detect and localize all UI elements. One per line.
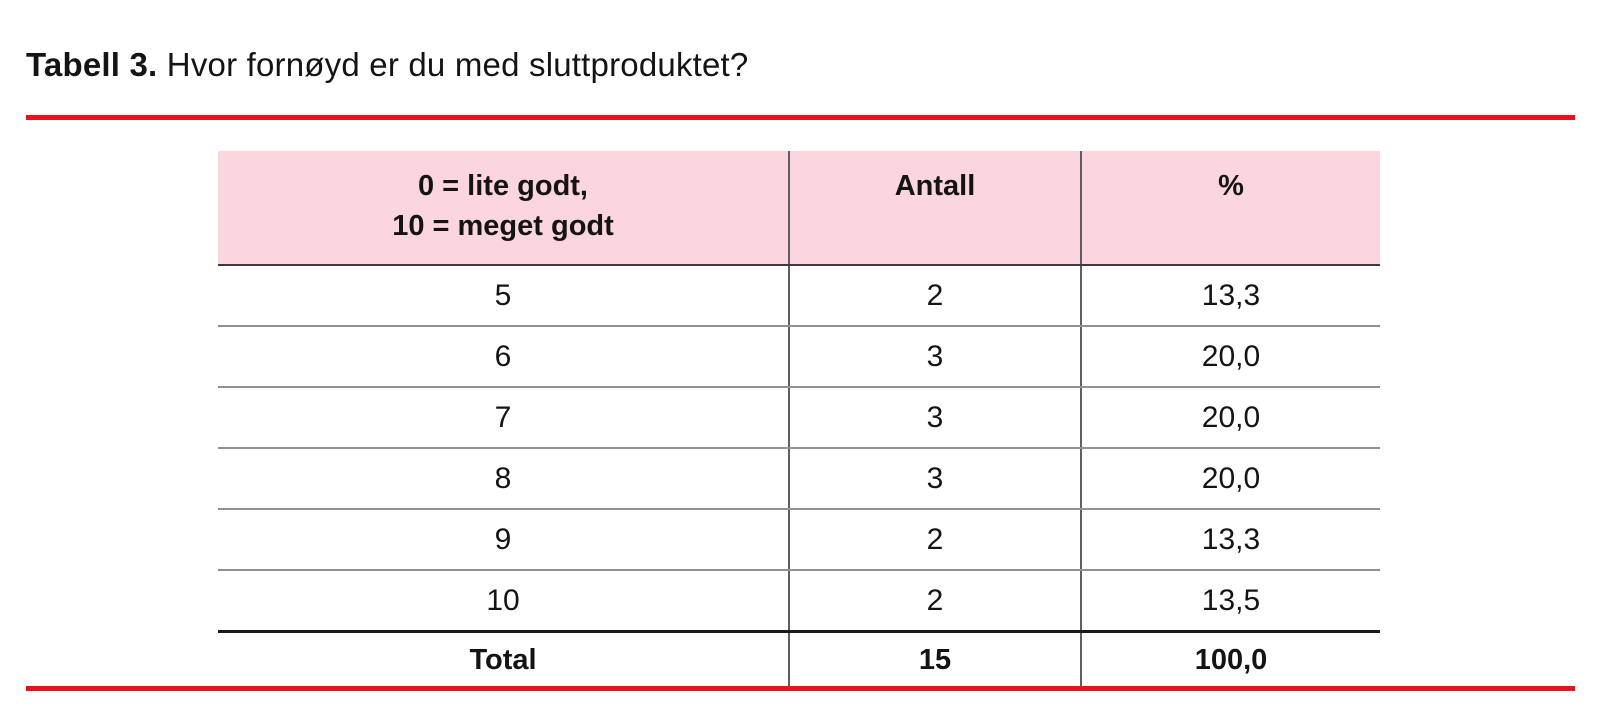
header-scale-line1: 0 = lite godt,	[418, 170, 588, 202]
scale-cell: 5	[218, 265, 789, 327]
table-title-text: Hvor fornøyd er du med sluttproduktet?	[166, 46, 749, 83]
table-number-label: Tabell 3.	[26, 46, 158, 83]
percent-cell: 20,0	[1080, 448, 1380, 510]
count-cell: 2	[788, 265, 1081, 327]
scale-cell: 7	[218, 387, 789, 449]
count-cell: 2	[788, 570, 1081, 633]
total-count-cell: 15	[788, 631, 1081, 688]
count-cell: 2	[788, 509, 1081, 571]
count-cell: 3	[788, 326, 1081, 388]
header-cell-percent: %	[1080, 151, 1380, 266]
top-rule-divider	[26, 115, 1575, 120]
table-header-row: 0 = lite godt, 10 = meget godt Antall %	[218, 151, 1380, 266]
bottom-rule-divider	[26, 686, 1575, 691]
total-percent-cell: 100,0	[1080, 631, 1380, 688]
table-row: 8 3 20,0	[218, 448, 1380, 510]
scale-cell: 9	[218, 509, 789, 571]
table-row: 6 3 20,0	[218, 326, 1380, 388]
header-cell-scale: 0 = lite godt, 10 = meget godt	[218, 151, 789, 266]
percent-cell: 13,3	[1080, 265, 1380, 327]
table-row: 5 2 13,3	[218, 265, 1380, 327]
table-row: 7 3 20,0	[218, 387, 1380, 449]
percent-cell: 20,0	[1080, 387, 1380, 449]
scale-cell: 6	[218, 326, 789, 388]
page-title: Tabell 3. Hvor fornøyd er du med sluttpr…	[26, 46, 748, 84]
count-cell: 3	[788, 387, 1081, 449]
percent-cell: 13,5	[1080, 570, 1380, 633]
table-row: 10 2 13,5	[218, 570, 1380, 633]
percent-cell: 20,0	[1080, 326, 1380, 388]
header-scale-line2: 10 = meget godt	[392, 210, 614, 242]
percent-cell: 13,3	[1080, 509, 1380, 571]
count-cell: 3	[788, 448, 1081, 510]
total-label-cell: Total	[469, 644, 537, 676]
scale-cell: 10	[218, 570, 789, 633]
scale-cell: 8	[218, 448, 789, 510]
table-total-row: Total 15 100,0	[218, 631, 1380, 688]
table-row: 9 2 13,3	[218, 509, 1380, 571]
results-table: 0 = lite godt, 10 = meget godt Antall % …	[218, 151, 1380, 688]
header-cell-count: Antall	[788, 151, 1081, 266]
